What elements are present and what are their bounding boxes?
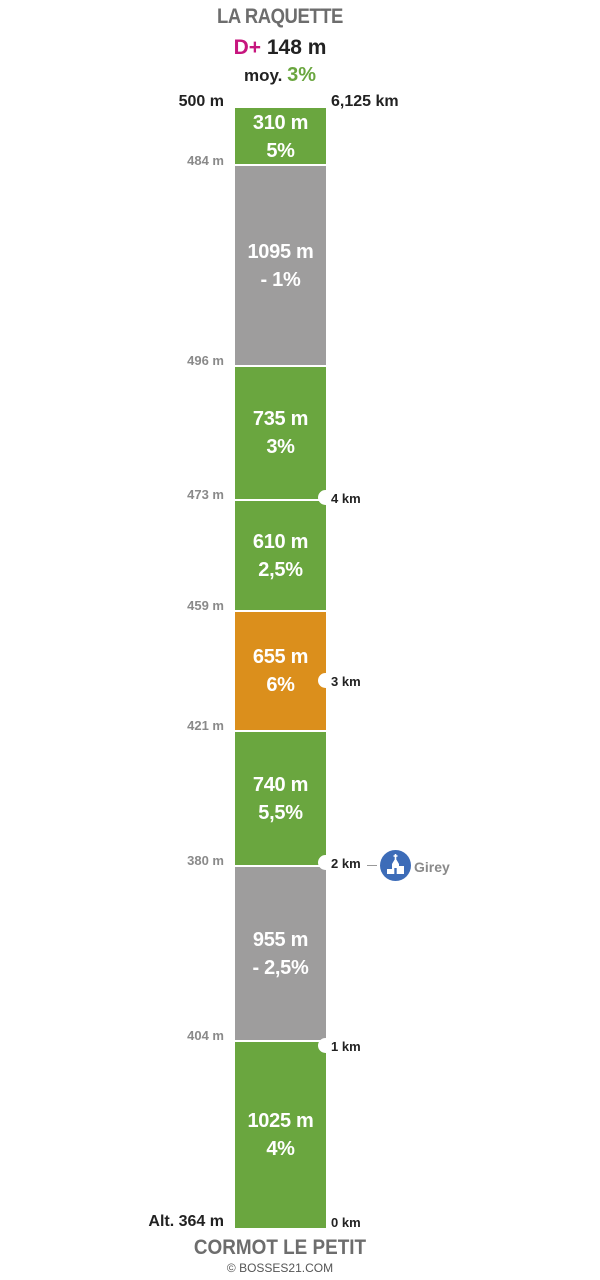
poi-connector bbox=[367, 865, 377, 866]
km-marker-label: 4 km bbox=[331, 491, 361, 506]
km-marker-label: 2 km bbox=[331, 856, 361, 871]
km-marker-label: 3 km bbox=[331, 674, 361, 689]
elevation-gain: D+ 148 m bbox=[0, 36, 560, 60]
segment-length: 310 m bbox=[252, 111, 309, 134]
segment-grade: 5% bbox=[266, 139, 295, 162]
segment-grade: 6% bbox=[266, 674, 295, 696]
elevation-gain-value: 148 m bbox=[266, 36, 327, 59]
segment-length: 1025 m bbox=[247, 1109, 314, 1132]
segment-8: 1025 m 4% bbox=[235, 1041, 326, 1228]
segment-1: 310 m 5% bbox=[235, 108, 326, 165]
altitude-label: 404 m bbox=[187, 1028, 224, 1043]
start-distance: 0 km bbox=[331, 1215, 361, 1230]
segment-grade: 5,5% bbox=[258, 801, 303, 824]
segment-grade: - 1% bbox=[260, 268, 301, 291]
segment-length: 655 m bbox=[252, 646, 309, 668]
km-notch bbox=[318, 673, 333, 688]
average-grade-prefix: moy. bbox=[243, 66, 283, 85]
segment-3: 735 m 3% bbox=[235, 366, 326, 500]
summit-altitude: 500 m bbox=[178, 93, 224, 110]
km-notch bbox=[318, 490, 333, 505]
km-notch bbox=[318, 855, 333, 870]
segment-length: 1095 m bbox=[247, 240, 314, 263]
altitude-label: 473 m bbox=[187, 487, 224, 502]
elevation-gain-prefix: D+ bbox=[233, 36, 262, 59]
average-grade-value: 3% bbox=[287, 64, 317, 86]
altitude-label: 421 m bbox=[187, 718, 224, 733]
altitude-label: 459 m bbox=[187, 598, 224, 613]
total-distance: 6,125 km bbox=[331, 93, 399, 110]
start-location: CORMOT LE PETIT bbox=[193, 1236, 367, 1259]
km-notch bbox=[318, 1038, 333, 1053]
segment-divider bbox=[235, 164, 326, 166]
altitude-label: 496 m bbox=[187, 353, 224, 368]
segment-divider bbox=[235, 865, 326, 867]
segment-divider bbox=[235, 730, 326, 732]
segment-divider bbox=[235, 365, 326, 367]
segment-divider bbox=[235, 499, 326, 501]
km-marker-label: 1 km bbox=[331, 1039, 361, 1054]
segment-length: 610 m bbox=[252, 530, 309, 553]
average-grade: moy. 3% bbox=[0, 64, 560, 87]
altitude-label: 380 m bbox=[187, 853, 224, 868]
segment-grade: 4% bbox=[266, 1137, 295, 1160]
segment-grade: 2,5% bbox=[258, 558, 303, 581]
segment-grade: - 2,5% bbox=[252, 956, 309, 979]
climb-title: LA RAQUETTE bbox=[217, 5, 343, 28]
segment-grade: 3% bbox=[266, 436, 295, 458]
segment-2: 1095 m - 1% bbox=[235, 165, 326, 366]
church-icon bbox=[380, 850, 411, 881]
segment-length: 735 m bbox=[252, 408, 309, 430]
segment-7: 955 m - 2,5% bbox=[235, 866, 326, 1041]
start-altitude: Alt. 364 m bbox=[148, 1213, 224, 1230]
segment-length: 955 m bbox=[252, 928, 309, 951]
segment-divider bbox=[235, 610, 326, 612]
poi-label: Girey bbox=[414, 859, 450, 875]
altitude-label: 484 m bbox=[187, 153, 224, 168]
segment-length: 740 m bbox=[252, 773, 309, 796]
segment-6: 740 m 5,5% bbox=[235, 731, 326, 866]
segment-4: 610 m 2,5% bbox=[235, 500, 326, 611]
segment-divider bbox=[235, 1040, 326, 1042]
segment-5: 655 m 6% bbox=[235, 611, 326, 731]
site-credit: © BOSSES21.COM bbox=[226, 1261, 334, 1275]
